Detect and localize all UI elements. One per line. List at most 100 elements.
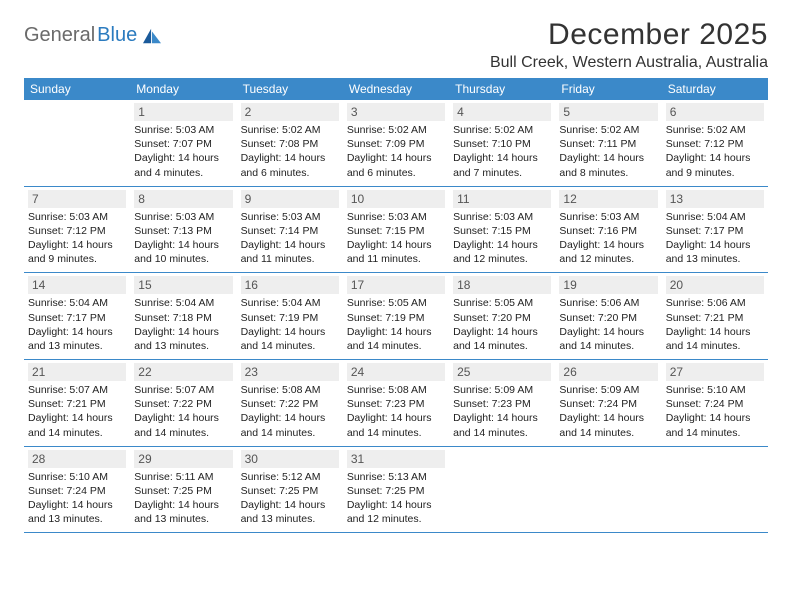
- day-header: Thursday: [449, 78, 555, 100]
- day-info: Sunrise: 5:06 AMSunset: 7:21 PMDaylight:…: [666, 296, 764, 353]
- day-number: 19: [559, 276, 657, 294]
- day-info: Sunrise: 5:03 AMSunset: 7:12 PMDaylight:…: [28, 210, 126, 267]
- calendar-day-cell: 23 Sunrise: 5:08 AMSunset: 7:22 PMDayligh…: [237, 360, 343, 447]
- calendar-empty-cell: [555, 446, 661, 533]
- calendar-day-cell: 31 Sunrise: 5:13 AMSunset: 7:25 PMDayligh…: [343, 446, 449, 533]
- page-header: GeneralBlue December 2025 Bull Creek, We…: [24, 18, 768, 72]
- day-number: 31: [347, 450, 445, 468]
- calendar-day-cell: 14 Sunrise: 5:04 AMSunset: 7:17 PMDayligh…: [24, 273, 130, 360]
- day-number: 23: [241, 363, 339, 381]
- calendar-day-cell: 27 Sunrise: 5:10 AMSunset: 7:24 PMDayligh…: [662, 360, 768, 447]
- day-header: Wednesday: [343, 78, 449, 100]
- calendar-day-cell: 9Sunrise: 5:03 AMSunset: 7:14 PMDaylight…: [237, 186, 343, 273]
- calendar-page: GeneralBlue December 2025 Bull Creek, We…: [0, 0, 792, 543]
- calendar-body: 1Sunrise: 5:03 AMSunset: 7:07 PMDaylight…: [24, 100, 768, 533]
- day-info: Sunrise: 5:07 AMSunset: 7:22 PMDaylight:…: [134, 383, 232, 440]
- day-info: Sunrise: 5:05 AMSunset: 7:20 PMDaylight:…: [453, 296, 551, 353]
- calendar-day-cell: 4Sunrise: 5:02 AMSunset: 7:10 PMDaylight…: [449, 100, 555, 186]
- day-number: 17: [347, 276, 445, 294]
- calendar-day-cell: 19 Sunrise: 5:06 AMSunset: 7:20 PMDayligh…: [555, 273, 661, 360]
- calendar-day-cell: 24Sunrise: 5:08 AMSunset: 7:23 PMDayligh…: [343, 360, 449, 447]
- calendar-day-cell: 8Sunrise: 5:03 AMSunset: 7:13 PMDaylight…: [130, 186, 236, 273]
- calendar-empty-cell: [449, 446, 555, 533]
- calendar-day-cell: 22 Sunrise: 5:07 AMSunset: 7:22 PMDayligh…: [130, 360, 236, 447]
- day-header: Saturday: [662, 78, 768, 100]
- day-header: Tuesday: [237, 78, 343, 100]
- day-header: Sunday: [24, 78, 130, 100]
- day-number: 25: [453, 363, 551, 381]
- location-text: Bull Creek, Western Australia, Australia: [490, 54, 768, 72]
- month-title: December 2025: [490, 18, 768, 52]
- day-number: 7: [28, 190, 126, 208]
- calendar-day-cell: 5Sunrise: 5:02 AMSunset: 7:11 PMDaylight…: [555, 100, 661, 186]
- day-number: 11: [453, 190, 551, 208]
- day-number: 22: [134, 363, 232, 381]
- day-info: Sunrise: 5:09 AMSunset: 7:24 PMDaylight:…: [559, 383, 657, 440]
- day-number: 10: [347, 190, 445, 208]
- calendar-day-cell: 30 Sunrise: 5:12 AMSunset: 7:25 PMDayligh…: [237, 446, 343, 533]
- day-number: 21: [28, 363, 126, 381]
- calendar-day-cell: 29Sunrise: 5:11 AMSunset: 7:25 PMDayligh…: [130, 446, 236, 533]
- calendar-day-cell: 20 Sunrise: 5:06 AMSunset: 7:21 PMDayligh…: [662, 273, 768, 360]
- calendar-day-cell: 28 Sunrise: 5:10 AMSunset: 7:24 PMDayligh…: [24, 446, 130, 533]
- calendar-day-cell: 11Sunrise: 5:03 AMSunset: 7:15 PMDayligh…: [449, 186, 555, 273]
- day-info: Sunrise: 5:04 AMSunset: 7:17 PMDaylight:…: [666, 210, 764, 267]
- day-number: 14: [28, 276, 126, 294]
- day-info: Sunrise: 5:07 AMSunset: 7:21 PMDaylight:…: [28, 383, 126, 440]
- day-info: Sunrise: 5:10 AMSunset: 7:24 PMDaylight:…: [28, 470, 126, 527]
- day-number: 3: [347, 103, 445, 121]
- day-number: 6: [666, 103, 764, 121]
- day-info: Sunrise: 5:12 AMSunset: 7:25 PMDaylight:…: [241, 470, 339, 527]
- day-number: 20: [666, 276, 764, 294]
- logo-text-a: General: [24, 24, 95, 47]
- calendar-week-row: 21 Sunrise: 5:07 AMSunset: 7:21 PMDayligh…: [24, 360, 768, 447]
- calendar-week-row: 28 Sunrise: 5:10 AMSunset: 7:24 PMDayligh…: [24, 446, 768, 533]
- day-info: Sunrise: 5:10 AMSunset: 7:24 PMDaylight:…: [666, 383, 764, 440]
- calendar-day-cell: 6Sunrise: 5:02 AMSunset: 7:12 PMDaylight…: [662, 100, 768, 186]
- day-info: Sunrise: 5:03 AMSunset: 7:15 PMDaylight:…: [347, 210, 445, 267]
- day-number: 26: [559, 363, 657, 381]
- day-header: Friday: [555, 78, 661, 100]
- day-info: Sunrise: 5:04 AMSunset: 7:17 PMDaylight:…: [28, 296, 126, 353]
- calendar-table: SundayMondayTuesdayWednesdayThursdayFrid…: [24, 78, 768, 533]
- day-number: 30: [241, 450, 339, 468]
- day-info: Sunrise: 5:08 AMSunset: 7:22 PMDaylight:…: [241, 383, 339, 440]
- day-header-row: SundayMondayTuesdayWednesdayThursdayFrid…: [24, 78, 768, 100]
- day-info: Sunrise: 5:13 AMSunset: 7:25 PMDaylight:…: [347, 470, 445, 527]
- day-info: Sunrise: 5:08 AMSunset: 7:23 PMDaylight:…: [347, 383, 445, 440]
- calendar-day-cell: 15 Sunrise: 5:04 AMSunset: 7:18 PMDayligh…: [130, 273, 236, 360]
- calendar-empty-cell: [662, 446, 768, 533]
- calendar-day-cell: 13Sunrise: 5:04 AMSunset: 7:17 PMDayligh…: [662, 186, 768, 273]
- calendar-week-row: 14 Sunrise: 5:04 AMSunset: 7:17 PMDayligh…: [24, 273, 768, 360]
- day-number: 27: [666, 363, 764, 381]
- calendar-empty-cell: [24, 100, 130, 186]
- calendar-week-row: 1Sunrise: 5:03 AMSunset: 7:07 PMDaylight…: [24, 100, 768, 186]
- day-info: Sunrise: 5:02 AMSunset: 7:10 PMDaylight:…: [453, 123, 551, 180]
- calendar-day-cell: 16Sunrise: 5:04 AMSunset: 7:19 PMDayligh…: [237, 273, 343, 360]
- calendar-day-cell: 26 Sunrise: 5:09 AMSunset: 7:24 PMDayligh…: [555, 360, 661, 447]
- day-info: Sunrise: 5:03 AMSunset: 7:16 PMDaylight:…: [559, 210, 657, 267]
- calendar-day-cell: 10 Sunrise: 5:03 AMSunset: 7:15 PMDayligh…: [343, 186, 449, 273]
- day-number: 1: [134, 103, 232, 121]
- logo: GeneralBlue: [24, 24, 163, 47]
- day-info: Sunrise: 5:03 AMSunset: 7:13 PMDaylight:…: [134, 210, 232, 267]
- calendar-week-row: 7 Sunrise: 5:03 AMSunset: 7:12 PMDaylight…: [24, 186, 768, 273]
- day-number: 15: [134, 276, 232, 294]
- day-info: Sunrise: 5:06 AMSunset: 7:20 PMDaylight:…: [559, 296, 657, 353]
- day-number: 12: [559, 190, 657, 208]
- day-info: Sunrise: 5:09 AMSunset: 7:23 PMDaylight:…: [453, 383, 551, 440]
- day-info: Sunrise: 5:04 AMSunset: 7:19 PMDaylight:…: [241, 296, 339, 353]
- day-number: 28: [28, 450, 126, 468]
- day-info: Sunrise: 5:11 AMSunset: 7:25 PMDaylight:…: [134, 470, 232, 527]
- day-info: Sunrise: 5:02 AMSunset: 7:09 PMDaylight:…: [347, 123, 445, 180]
- day-header: Monday: [130, 78, 236, 100]
- day-info: Sunrise: 5:03 AMSunset: 7:14 PMDaylight:…: [241, 210, 339, 267]
- calendar-day-cell: 18 Sunrise: 5:05 AMSunset: 7:20 PMDayligh…: [449, 273, 555, 360]
- logo-sail-icon: [141, 27, 163, 45]
- day-info: Sunrise: 5:02 AMSunset: 7:08 PMDaylight:…: [241, 123, 339, 180]
- calendar-day-cell: 7 Sunrise: 5:03 AMSunset: 7:12 PMDaylight…: [24, 186, 130, 273]
- calendar-day-cell: 25 Sunrise: 5:09 AMSunset: 7:23 PMDayligh…: [449, 360, 555, 447]
- day-info: Sunrise: 5:04 AMSunset: 7:18 PMDaylight:…: [134, 296, 232, 353]
- day-number: 5: [559, 103, 657, 121]
- day-number: 18: [453, 276, 551, 294]
